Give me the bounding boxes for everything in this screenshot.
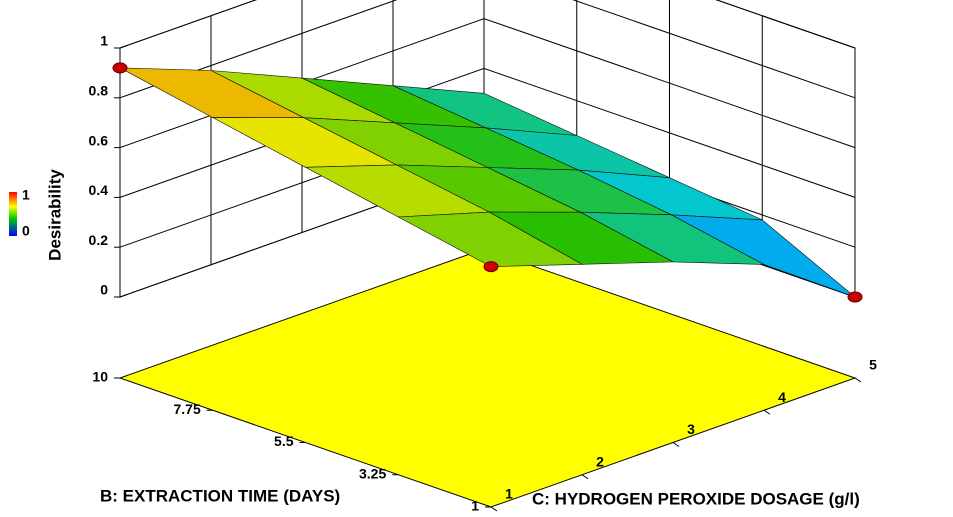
y-tick <box>854 377 862 383</box>
x-tick-label: 1 <box>471 498 479 514</box>
labels: 0 0.2 0.4 0.6 0.8 1 1 2 3 4 5 1 3.25 5.5 7.75 10 0 1 <box>22 33 877 514</box>
x-tick-label: 3.25 <box>359 465 386 481</box>
y-tick <box>672 442 680 447</box>
y-tick-label: 3 <box>687 421 695 437</box>
y-tick <box>490 506 498 512</box>
z-tick-label: 0.6 <box>89 132 109 148</box>
colorbar-label: 1 <box>22 187 30 203</box>
x-tick-label: 5.5 <box>274 433 294 449</box>
design-point <box>112 62 128 74</box>
z-axis-label: Desirability <box>45 169 64 261</box>
y-tick-label: 4 <box>778 389 786 405</box>
design-point <box>483 261 499 273</box>
colorbar <box>9 192 17 236</box>
grid-line <box>119 0 856 49</box>
floor <box>118 248 857 508</box>
x-axis-label: B: EXTRACTION TIME (DAYS) <box>100 486 340 505</box>
z-tick-label: 0.8 <box>89 83 109 99</box>
y-tick-label: 1 <box>505 486 513 502</box>
y-tick-label: 5 <box>869 357 877 373</box>
y-tick-label: 2 <box>596 453 604 469</box>
z-tick-label: 0.4 <box>89 182 109 198</box>
floor-plane <box>118 248 857 508</box>
grid-line <box>119 0 856 99</box>
design-point <box>847 291 863 303</box>
x-tick-label: 10 <box>92 369 108 385</box>
z-tick-label: 0 <box>100 282 108 298</box>
y-axis-label: C: HYDROGEN PEROXIDE DOSAGE (g/l) <box>532 489 860 508</box>
z-tick-label: 0.2 <box>89 232 109 248</box>
z-tick-label: 1 <box>100 33 108 49</box>
y-tick <box>581 474 589 480</box>
surface <box>112 62 863 303</box>
y-tick <box>763 409 771 415</box>
colorbar-label: 0 <box>22 223 30 239</box>
surface-cell <box>397 211 584 267</box>
x-tick-label: 7.75 <box>174 401 201 417</box>
